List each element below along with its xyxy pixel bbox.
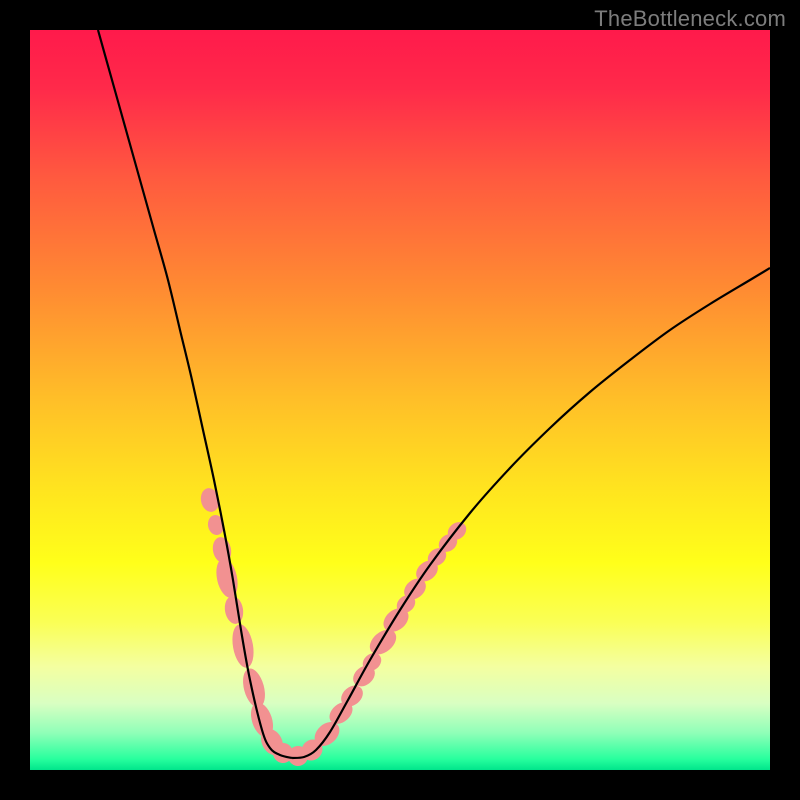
marker-layer [199,486,470,770]
marker-left-3 [213,556,241,599]
curve-left [98,30,292,758]
chart-frame: TheBottleneck.com [0,0,800,800]
chart-svg [30,30,770,770]
plot-area [30,30,770,770]
marker-left-6 [239,666,269,710]
marker-left-4 [223,595,246,626]
watermark-text: TheBottleneck.com [594,6,786,32]
